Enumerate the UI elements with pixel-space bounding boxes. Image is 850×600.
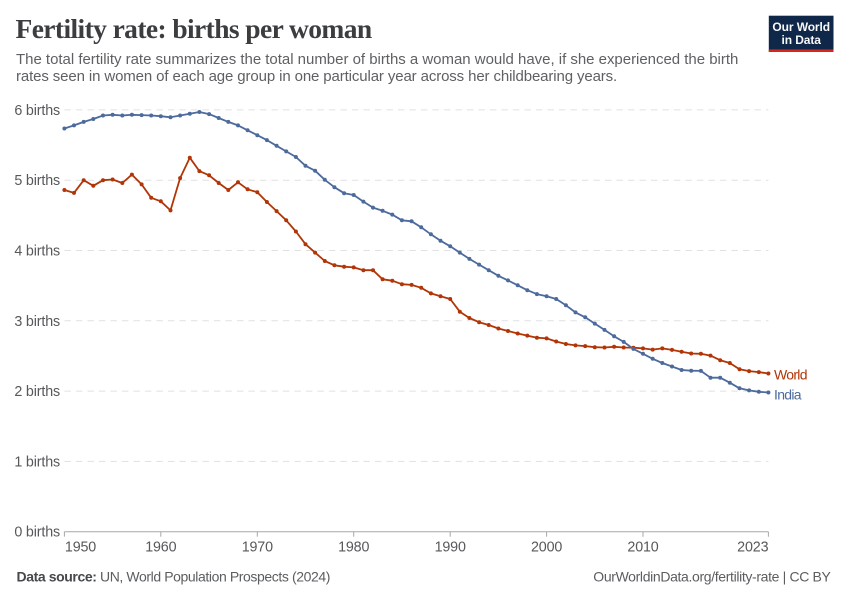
- svg-text:2010: 2010: [627, 540, 658, 556]
- svg-text:6 births: 6 births: [14, 103, 60, 119]
- svg-text:OurWorldinData.org/fertility-r: OurWorldinData.org/fertility-rate | CC B…: [593, 569, 831, 585]
- svg-text:1980: 1980: [338, 540, 369, 556]
- svg-text:1950: 1950: [65, 540, 96, 556]
- svg-text:2 births: 2 births: [14, 384, 60, 400]
- svg-text:in Data: in Data: [782, 33, 822, 47]
- svg-text:1 births: 1 births: [14, 454, 60, 470]
- svg-text:4 births: 4 births: [14, 244, 60, 260]
- svg-text:0 births: 0 births: [14, 525, 60, 541]
- svg-text:3 births: 3 births: [14, 314, 60, 330]
- svg-text:Data source: UN, World Populat: Data source: UN, World Population Prospe…: [17, 569, 331, 585]
- svg-text:2000: 2000: [531, 540, 562, 556]
- svg-text:rates seen in women of each ag: rates seen in women of each age group in…: [16, 68, 617, 85]
- svg-text:The total fertility rate summa: The total fertility rate summarizes the …: [16, 51, 738, 68]
- svg-text:Fertility rate: births per wom: Fertility rate: births per woman: [16, 13, 372, 44]
- svg-text:5 births: 5 births: [14, 173, 60, 189]
- svg-text:1960: 1960: [145, 540, 176, 556]
- svg-text:1990: 1990: [435, 540, 466, 556]
- svg-text:2023: 2023: [737, 540, 768, 556]
- svg-text:World: World: [774, 367, 807, 383]
- svg-text:1970: 1970: [242, 540, 273, 556]
- svg-text:India: India: [774, 387, 802, 403]
- svg-text:Our World: Our World: [772, 20, 830, 34]
